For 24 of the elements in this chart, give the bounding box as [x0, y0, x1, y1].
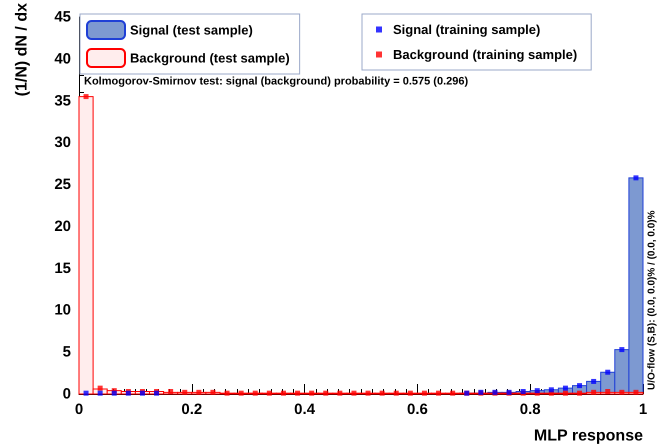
x-tick-label: 0.2 [181, 401, 202, 418]
legend-label: Background (training sample) [393, 47, 578, 62]
text: U/O-flow (S,B): (0.0, 0.0)% / (0.0, 0.0)% [646, 210, 658, 390]
y-tick-label: 40 [54, 50, 71, 68]
y-tick-label: 5 [62, 344, 71, 361]
y-tick-label: 20 [54, 218, 71, 235]
x-tick-label: 0.8 [520, 401, 541, 418]
y-axis-title: (1/N) dN / dx [14, 2, 30, 96]
annotation: Kolmogorov-Smirnov test: signal (background) probability = 0.575 (0.296) [84, 76, 468, 88]
x-axis-title: MLP response [534, 428, 644, 444]
legend-label: Signal (training sample) [393, 22, 540, 37]
x-tick-label: 0.6 [406, 401, 428, 418]
legend-label: Signal (test sample) [130, 22, 253, 38]
y-tick-label: 30 [54, 134, 71, 152]
legend-label: Background (test sample) [130, 50, 290, 66]
y-tick-label: 35 [54, 92, 71, 110]
x-tick-label: 0.4 [294, 401, 316, 418]
y-tick-label: 15 [54, 260, 71, 277]
x-tick-label: 0 [74, 401, 84, 418]
y-tick-label: 0 [62, 386, 71, 402]
y-tick-label: 45 [54, 8, 71, 26]
y-tick-label: 25 [54, 176, 71, 194]
x-tick-label: 1 [638, 401, 648, 418]
y-tick-label: 10 [54, 302, 71, 319]
